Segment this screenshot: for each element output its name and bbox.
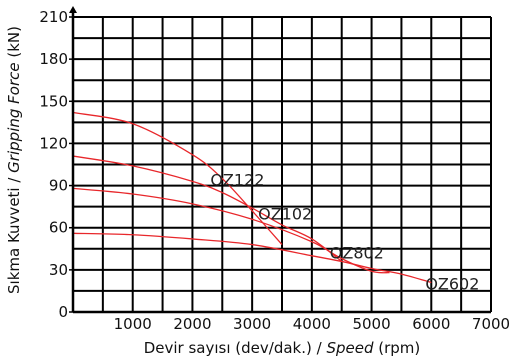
y-tick-label: 120 <box>39 134 68 152</box>
series-line-oz602 <box>72 232 432 284</box>
x-tick-label: 4000 <box>293 315 331 333</box>
y-tick-label: 90 <box>49 177 68 195</box>
x-tick-label: 5000 <box>352 315 390 333</box>
x-tick-label: 3000 <box>233 315 271 333</box>
y-tick-labels: 0 30 60 90 120 150 180 210 <box>39 8 73 321</box>
x-axis-title: Devir sayısı (dev/dak.) / Speed (rpm) <box>144 339 421 357</box>
y-tick-label: 180 <box>39 50 68 68</box>
y-tick-label: 0 <box>58 303 68 321</box>
series-line-oz802 <box>72 187 390 274</box>
x-tick-label: 6000 <box>412 315 450 333</box>
grid <box>72 16 492 313</box>
y-tick-label: 30 <box>49 261 68 279</box>
x-tick-label: 2000 <box>173 315 211 333</box>
x-tick-label: 1000 <box>114 315 152 333</box>
y-axis-title: Sıkma Kuvveti / Gripping Force (kN) <box>5 26 23 294</box>
y-tick-label: 210 <box>39 8 68 26</box>
series-label-oz122: OZ122 <box>210 171 264 190</box>
series-line-oz102 <box>72 155 343 262</box>
series-label-oz802: OZ802 <box>330 244 384 263</box>
y-tick-label: 60 <box>49 219 68 237</box>
curves <box>72 111 432 284</box>
series-labels: OZ122 OZ102 OZ802 OZ602 <box>210 171 479 294</box>
y-tick-label: 150 <box>39 92 68 110</box>
x-tick-label: 7000 <box>472 315 510 333</box>
series-label-oz102: OZ102 <box>258 204 312 223</box>
series-line-oz122 <box>72 111 283 246</box>
x-tick-labels: 1000 2000 3000 4000 5000 6000 7000 <box>114 315 510 333</box>
y-axis-arrow <box>69 6 77 13</box>
series-label-oz602: OZ602 <box>425 275 479 294</box>
